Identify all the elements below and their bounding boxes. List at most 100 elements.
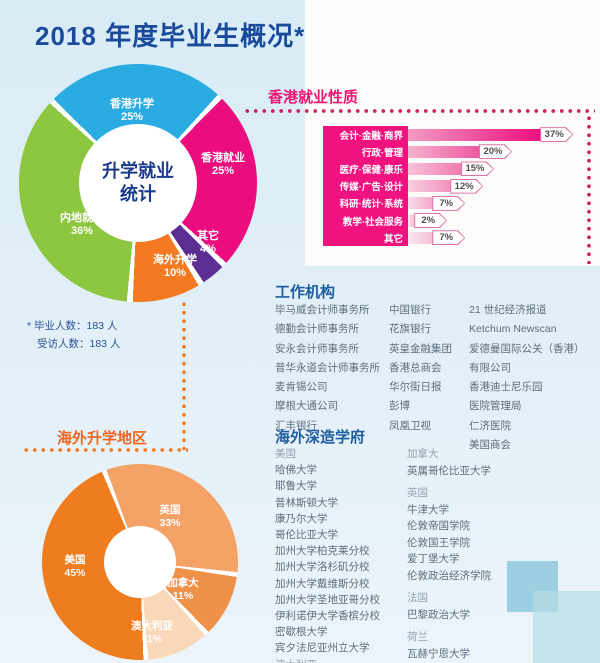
bar-value-text: 2%: [415, 214, 447, 228]
pie-label-3: 其它 4%: [197, 230, 219, 256]
work-orgs-title: 工作机构: [275, 284, 336, 301]
footnote-line1: * 毕业人数：183 人: [27, 320, 118, 332]
list-item: Ketchum Newscan: [469, 323, 557, 336]
list-item: 普林斯顿大学: [275, 496, 338, 509]
list-item: 医院管理局: [469, 400, 522, 413]
footnote-line2: 受访人数：183 人: [37, 338, 121, 351]
survey-footnote: * 毕业人数：183 人 受访人数：183 人: [27, 317, 120, 354]
work-orgs-col1: 毕马威会计师事务所 德勤会计师事务所 安永会计师事务所 普华永道会计师事务所 麦肯锡公司…: [275, 301, 387, 436]
list-item: 巴黎政治大学: [407, 608, 470, 621]
list-item: 伊利诺伊大学香槟分校: [275, 610, 380, 623]
bar-row-4: 传媒·广告·设计 12%: [323, 177, 573, 195]
list-item: 中国银行: [389, 304, 431, 316]
list-item: 德勤会计师事务所: [275, 323, 359, 336]
dotted-connector-orange-horizontal: [22, 447, 188, 453]
list-item: 美国商会: [469, 439, 511, 452]
bar-value-text: 20%: [480, 145, 511, 159]
pie-label-4: 海外升学 10%: [153, 254, 197, 280]
list-item: 伦敦政治经济学院: [407, 569, 491, 582]
bar-category-label: 医疗·保健·康乐: [323, 160, 408, 178]
overseas-regions-donut-chart: 英国 33% 加拿大 11% 澳大利亚 11% 美国 45%: [42, 464, 238, 660]
bar-category-label: 教学·社会服务: [323, 211, 408, 230]
list-item: 加州大学圣地亚哥分校: [275, 593, 380, 606]
bar-value-chip: 37%: [540, 127, 574, 143]
bar-value-text: 7%: [433, 196, 465, 210]
pie-center-line1: 升学就业: [102, 160, 174, 181]
bar-value-chip: 15%: [461, 161, 494, 177]
list-item: 加州大学戴维斯分校: [275, 577, 370, 590]
bar-value-text: 7%: [433, 231, 465, 245]
bar-fill: [408, 128, 542, 141]
donut-label-3: 澳大利亚 11%: [131, 620, 173, 646]
bar-value-chip: 7%: [432, 230, 466, 246]
work-orgs-col2: 中国银行花旗银行英皇金融集团 香港总商会华尔街日报彭博凤凰卫视: [389, 301, 469, 436]
bar-fill: [408, 162, 462, 175]
pie-label-1: 香港升学 25%: [110, 98, 154, 124]
bar-value-chip: 12%: [450, 178, 484, 194]
list-item: 汇丰银行: [275, 419, 317, 432]
list-item: 英属哥伦比亚大学: [407, 464, 491, 477]
overseas-regions-title: 海外升学地区: [57, 430, 148, 447]
list-item: 华尔街日报: [389, 381, 442, 394]
list-item: 密歇根大学: [275, 626, 328, 639]
country-heading: 英国: [407, 487, 428, 499]
pie-center-label: 升学就业 统计: [79, 124, 197, 242]
bar-value-text: 12%: [451, 179, 483, 193]
bar-value-chip: 7%: [432, 195, 466, 211]
bar-category-label: 传媒·广告·设计: [323, 177, 408, 195]
list-item: 摩根大通公司: [275, 400, 338, 413]
pie-center-line2: 统计: [120, 184, 156, 204]
list-item: 毕马威会计师事务所: [275, 304, 370, 316]
dotted-connector-orange-vertical: [181, 300, 187, 450]
decor-square-large: [533, 591, 600, 663]
bar-fill: [408, 145, 480, 158]
list-item: 瓦赫宁恩大学: [407, 647, 470, 660]
list-item: 伦敦国王学院: [407, 536, 470, 549]
dotted-connector-pink-horizontal: [243, 108, 595, 114]
overseas-schools-col2: 加拿大英属哥伦比亚大学 英国牛津大学伦敦帝国学院 伦敦国王学院 爱丁堡大学伦敦政治经济…: [407, 446, 542, 662]
bar-category-label: 科研·统计·系统: [323, 194, 408, 212]
dotted-connector-pink-vertical: [586, 114, 592, 264]
bar-row-1: 会计·金融·商界 37%: [323, 126, 574, 144]
list-item: 普华永道会计师事务所: [275, 361, 380, 374]
hk-jobs-bar-chart: 会计·金融·商界 37% 行政·管理 20% 医疗·保健·康乐 15% 传媒·广告·设计 12…: [323, 126, 574, 247]
country-heading: 美国: [275, 448, 296, 460]
list-item: 伦敦帝国学院: [407, 520, 470, 532]
list-item: 加州大学柏克莱分校: [275, 545, 370, 558]
donut-center: [104, 526, 176, 598]
bar-fill: [408, 214, 416, 227]
list-item: 哥伦比亚大学: [275, 529, 338, 542]
country-heading: 加拿大: [407, 448, 439, 460]
bar-category-label: 会计·金融·商界: [323, 126, 408, 144]
list-item: 香港总商会: [389, 361, 442, 374]
donut-label-4: 美国 45%: [64, 554, 86, 580]
list-item: 爱丁堡大学: [407, 553, 460, 565]
list-item: 爱德曼国际公关（香港）: [469, 342, 585, 355]
donut-label-2: 加拿大 11%: [167, 577, 199, 603]
bar-row-5: 科研·统计·系统 7%: [323, 194, 573, 212]
list-item: 英皇金融集团: [389, 342, 452, 355]
bar-fill: [408, 231, 434, 244]
list-item: 凤凰卫视: [389, 419, 431, 432]
donut-label-1: 英国 33%: [159, 504, 181, 530]
list-item: 康乃尔大学: [275, 512, 328, 525]
list-item: 牛津大学: [407, 503, 449, 516]
bar-fill: [408, 180, 452, 193]
bar-row-3: 医疗·保健·康乐 15%: [323, 160, 573, 178]
list-item: 仁济医院: [469, 419, 511, 432]
bar-category-label: 行政·管理: [323, 143, 408, 161]
bar-value-chip: 20%: [479, 144, 512, 160]
work-orgs-col3: 21 世纪经济报道 Ketchum Newscan 爱德曼国际公关（香港） 有限公司香…: [469, 301, 600, 455]
bar-value-text: 37%: [541, 128, 573, 142]
list-item: 麦肯锡公司: [275, 381, 328, 394]
list-item: 彭博: [389, 400, 410, 413]
page-title: 2018 年度毕业生概况*: [35, 21, 306, 51]
list-item: 花旗银行: [389, 323, 431, 336]
list-item: 耶鲁大学: [275, 480, 317, 493]
bar-category-label: 其它: [323, 229, 408, 247]
list-item: 宾夕法尼亚州立大学: [275, 642, 370, 655]
country-heading: 澳大利亚: [275, 657, 400, 663]
bar-row-7: 其它 7%: [323, 229, 573, 247]
hk-jobs-section-title: 香港就业性质: [268, 89, 359, 106]
